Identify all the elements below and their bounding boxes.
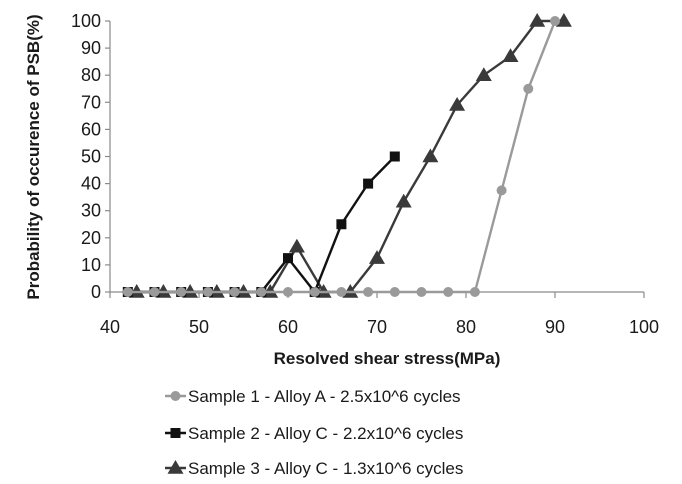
series-2-point [283,253,293,264]
series-1-point [389,287,400,297]
y-axis-title: Probability of occurence of PSB(%) [24,14,43,299]
series-1-point [256,287,267,297]
legend-item-2: Sample 2 - Alloy C - 2.2x10^6 cycles [165,424,463,443]
y-tick-label: 70 [81,92,101,112]
y-tick-label: 60 [81,119,101,139]
legend-swatch-marker [170,391,181,401]
legend-swatch-marker [167,460,184,474]
series-3-point [422,148,439,163]
y-tick-label: 100 [71,11,101,31]
series-1-point [416,287,427,297]
series-3-point [502,48,519,62]
series-layer [122,13,572,298]
series-1-point [309,287,320,297]
series-3-point [369,250,385,264]
legend: Sample 1 - Alloy A - 2.5x10^6 cycles Samp… [165,387,463,478]
series-1-point [122,287,133,297]
legend-swatch-marker [170,428,181,438]
x-tick-label: 90 [545,317,565,337]
x-tick-label: 70 [367,317,387,337]
series-3-point [475,67,492,81]
y-tick-label: 20 [81,228,101,248]
series-1-point [202,287,213,297]
y-tick-label: 90 [81,38,101,58]
x-tick-label: 100 [629,317,659,337]
series-1-point [496,185,507,196]
series-1-line [127,20,557,294]
axes-layer: 0 10 20 30 40 50 60 70 80 90 100 40 50 60 70 80 90 100 [71,11,659,337]
series-3-line [136,19,564,294]
series-1-point [283,287,293,297]
series-2-point [363,178,374,189]
y-tick-label: 80 [81,65,101,85]
x-tick-label: 60 [278,317,298,337]
series-1-point [336,287,347,297]
legend-label: Sample 2 - Alloy C - 2.2x10^6 cycles [188,424,463,443]
series-3 [128,13,572,298]
series-3-point [449,97,466,111]
legend-label: Sample 3 - Alloy C - 1.3x10^6 cycles [188,459,463,478]
series-1-point [176,287,187,297]
series-3-point [395,193,412,208]
legend-label: Sample 1 - Alloy A - 2.5x10^6 cycles [188,387,461,406]
y-tick-label: 30 [81,201,101,221]
series-1-point [229,287,240,297]
series-1-point [443,287,454,297]
y-tick-label: 50 [81,147,101,167]
x-axis-title: Resolved shear stress(MPa) [274,349,501,368]
x-tick-label: 50 [189,317,209,337]
series-2-point [336,219,347,230]
y-tick-label: 0 [91,282,101,302]
legend-item-1: Sample 1 - Alloy A - 2.5x10^6 cycles [165,387,461,406]
y-tick-label: 10 [81,255,101,275]
legend-item-3: Sample 3 - Alloy C - 1.3x10^6 cycles [165,459,463,478]
series-2-line [127,155,396,294]
series-1-point [469,287,480,297]
series-1 [122,16,560,297]
series-3-point [555,13,572,27]
series-1-point [363,287,374,297]
series-3-point [529,13,546,27]
x-tick-label: 40 [100,317,120,337]
series-2 [122,151,400,297]
series-2-point [389,151,400,162]
x-tick-label: 80 [456,317,476,337]
series-3-point [288,238,305,253]
series-1-point [523,83,534,94]
series-1-point [550,16,560,26]
series-1-point [149,287,160,297]
y-tick-label: 40 [81,174,101,194]
